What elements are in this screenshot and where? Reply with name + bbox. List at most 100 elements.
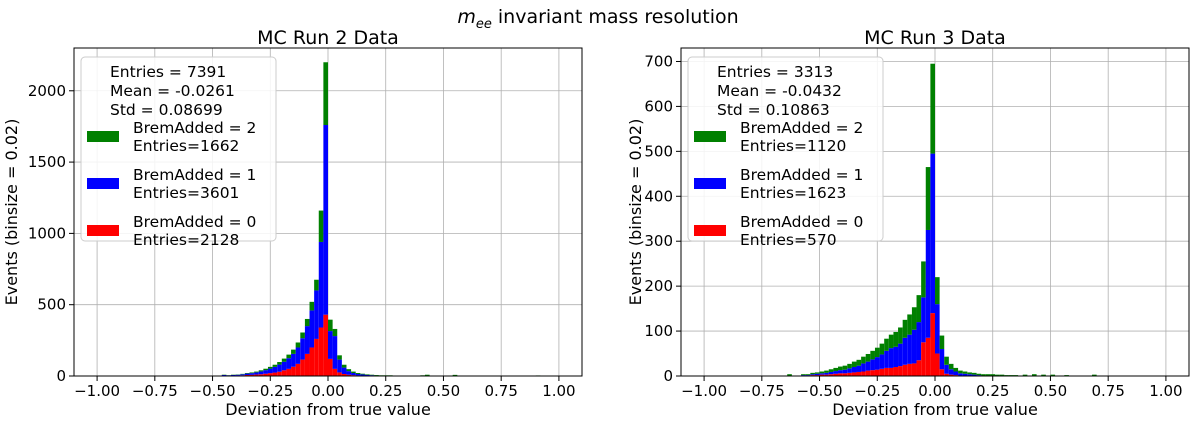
bar-brem2 [424, 374, 430, 376]
bar-brem2 [277, 362, 282, 365]
bar-brem0 [277, 371, 282, 376]
bar-brem1 [898, 343, 903, 367]
x-tick-label: 0.00 [311, 382, 344, 400]
bar-brem0 [258, 374, 264, 376]
legend-swatch-brem1 [87, 178, 119, 189]
bar-brem1 [318, 241, 324, 328]
bar-brem0 [856, 371, 862, 376]
bar-brem1 [286, 358, 292, 369]
y-axis-label: Events (binsize = 0.02) [626, 119, 645, 306]
legend-entries: Entries=2128 [133, 231, 239, 249]
bar-brem0 [286, 368, 292, 376]
bar-brem0 [838, 373, 843, 376]
bar-brem0 [295, 363, 301, 376]
y-tick-label: 500 [644, 142, 673, 160]
bar-brem1 [865, 361, 871, 371]
bar-brem0 [888, 367, 894, 376]
y-tick-label: 200 [644, 277, 673, 295]
y-tick-label: 400 [644, 187, 673, 205]
bar-brem1 [314, 290, 319, 339]
x-tick-label: 0.50 [1034, 382, 1067, 400]
bar-brem0 [833, 373, 839, 376]
bar-brem1 [911, 329, 917, 364]
bar-brem2 [962, 371, 968, 374]
bar-brem1 [309, 310, 315, 348]
bar-brem1 [254, 372, 259, 375]
legend-swatch-brem0 [694, 225, 726, 236]
x-tick-label: −0.75 [132, 382, 178, 400]
bar-brem1 [847, 368, 852, 373]
y-axis-label: Events (binsize = 0.02) [2, 119, 21, 306]
bar-brem0 [935, 353, 940, 376]
figure-title-subscript: ee [476, 17, 492, 32]
bar-brem1 [263, 370, 268, 374]
x-tick-label: 0.25 [369, 382, 402, 400]
legend-stat: Mean = -0.0261 [110, 82, 235, 100]
bar-brem2 [291, 349, 296, 354]
figure-title-rest: invariant mass resolution [492, 6, 739, 28]
y-tick-label: 2000 [28, 82, 66, 100]
bar-brem2 [976, 373, 982, 376]
bar-brem2 [916, 295, 922, 323]
bar-brem2 [935, 277, 940, 305]
legend-label: BremAdded = 2 [740, 119, 863, 137]
y-tick-label: 0 [663, 367, 673, 385]
bar-brem1 [948, 369, 954, 375]
bar-brem2 [893, 331, 899, 347]
legend-entries: Entries=570 [740, 231, 837, 249]
bar-brem2 [249, 372, 255, 374]
bar-brem1 [304, 326, 310, 354]
bar-brem2 [309, 301, 315, 311]
bar-brem1 [958, 373, 963, 376]
bar-brem1 [291, 353, 296, 367]
bar-brem0 [318, 327, 324, 376]
bar-brem0 [939, 369, 945, 376]
bar-brem2 [360, 373, 365, 375]
x-tick-label: 1.00 [542, 382, 575, 400]
legend-label: BremAdded = 0 [133, 213, 256, 231]
bar-brem1 [962, 373, 968, 376]
bar-brem0 [249, 374, 255, 376]
bar-brem1 [272, 366, 278, 373]
y-tick-label: 700 [644, 52, 673, 70]
bar-brem1 [258, 371, 264, 375]
chart-run3: −1.00 −0.75 −0.50 −0.25 0.00 0.25 0.50 0.75 1.00… [626, 27, 1190, 419]
bar-brem2 [833, 367, 839, 372]
bar-brem1 [916, 322, 922, 361]
legend-stat: Entries = 3313 [717, 63, 833, 81]
bar-brem1 [902, 337, 908, 365]
bar-brem0 [874, 369, 880, 376]
bar-brem2 [1050, 374, 1056, 376]
bar-brem2 [318, 210, 324, 242]
bar-brem2 [985, 374, 991, 376]
bar-brem2 [263, 368, 268, 371]
bar-brem1 [953, 371, 959, 376]
bar-brem1 [944, 364, 949, 374]
bar-brem1 [240, 374, 245, 376]
bar-brem2 [902, 319, 908, 338]
bar-brem2 [286, 354, 292, 359]
bar-brem0 [902, 364, 908, 376]
x-tick-label: −0.75 [739, 382, 785, 400]
bar-brem2 [364, 374, 370, 375]
bar-brem1 [328, 331, 333, 359]
bar-brem2 [944, 356, 949, 365]
bar-brem1 [231, 375, 236, 376]
legend-box [687, 56, 884, 242]
bar-brem0 [870, 370, 875, 376]
bar-brem2 [801, 374, 806, 376]
bar-brem0 [944, 373, 949, 376]
legend-stat: Mean = -0.0432 [717, 82, 842, 100]
chart-run2: −1.00 −0.75 −0.50 −0.25 0.00 0.25 0.50 0.75 1.00… [2, 27, 583, 419]
x-tick-label: −0.50 [190, 382, 236, 400]
bar-brem1 [939, 349, 945, 370]
bar-brem2 [990, 374, 996, 376]
bar-brem2 [351, 371, 356, 374]
bar-brem1 [930, 153, 935, 314]
bar-brem0 [824, 374, 829, 376]
bar-brem2 [314, 279, 319, 291]
bar-brem2 [819, 371, 825, 374]
bar-brem2 [828, 369, 834, 372]
